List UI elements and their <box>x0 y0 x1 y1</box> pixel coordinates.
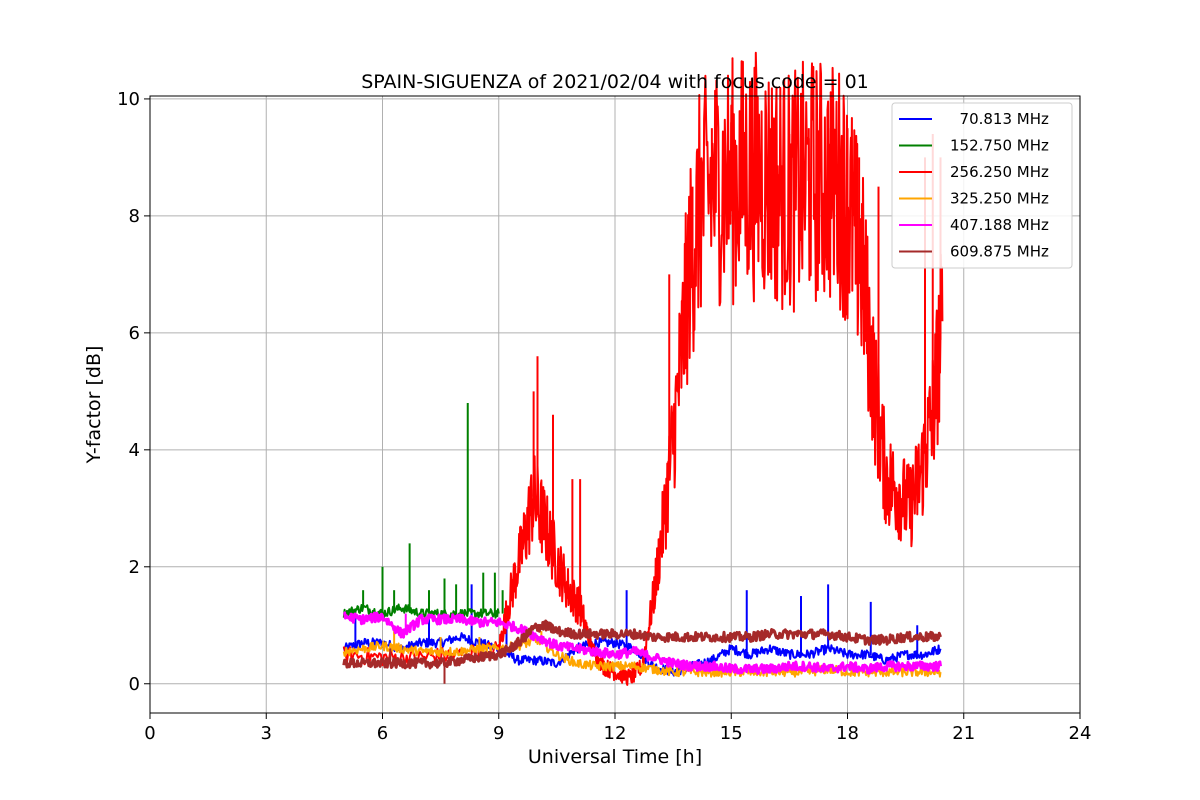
legend: 70.813 MHz 152.750 MHz 256.250 MHz 325.250 … <box>891 102 1073 269</box>
legend-label: 152.750 MHz <box>950 137 1049 155</box>
x-tick-label: 9 <box>493 723 504 744</box>
series-line <box>342 603 500 620</box>
x-tick-label: 18 <box>836 723 859 744</box>
series-line <box>342 636 942 678</box>
y-tick-label: 8 <box>129 206 140 227</box>
series-5 <box>342 619 942 684</box>
x-axis-label: Universal Time [h] <box>528 746 702 768</box>
y-tick-label: 2 <box>129 557 140 578</box>
x-tick-label: 21 <box>952 723 975 744</box>
y-axis-label: Y-factor [dB] <box>83 346 105 465</box>
y-tick-label: 4 <box>129 440 140 461</box>
x-tick-label: 15 <box>720 723 743 744</box>
chart-title: SPAIN-SIGUENZA of 2021/02/04 with focus … <box>361 71 869 93</box>
legend-label: 256.250 MHz <box>950 163 1049 181</box>
x-tick-label: 6 <box>377 723 388 744</box>
x-tick-label: 12 <box>604 723 627 744</box>
legend-label: 70.813 MHz <box>950 110 1049 128</box>
y-tick-label: 10 <box>117 89 140 110</box>
series-1 <box>342 403 504 620</box>
x-tick-label: 0 <box>144 723 155 744</box>
series-4 <box>342 611 942 675</box>
legend-label: 325.250 MHz <box>950 190 1049 208</box>
legend-label: 407.188 MHz <box>950 216 1049 234</box>
legend-label: 609.875 MHz <box>950 243 1049 261</box>
series-layer <box>342 51 944 686</box>
y-tick-label: 6 <box>129 323 140 344</box>
y-tick-label: 0 <box>129 674 140 695</box>
x-tick-label: 3 <box>261 723 272 744</box>
series-line <box>342 619 942 670</box>
series-line <box>342 611 942 675</box>
series-line <box>342 51 944 686</box>
x-tick-label: 24 <box>1069 723 1092 744</box>
legend-box <box>891 102 1073 269</box>
